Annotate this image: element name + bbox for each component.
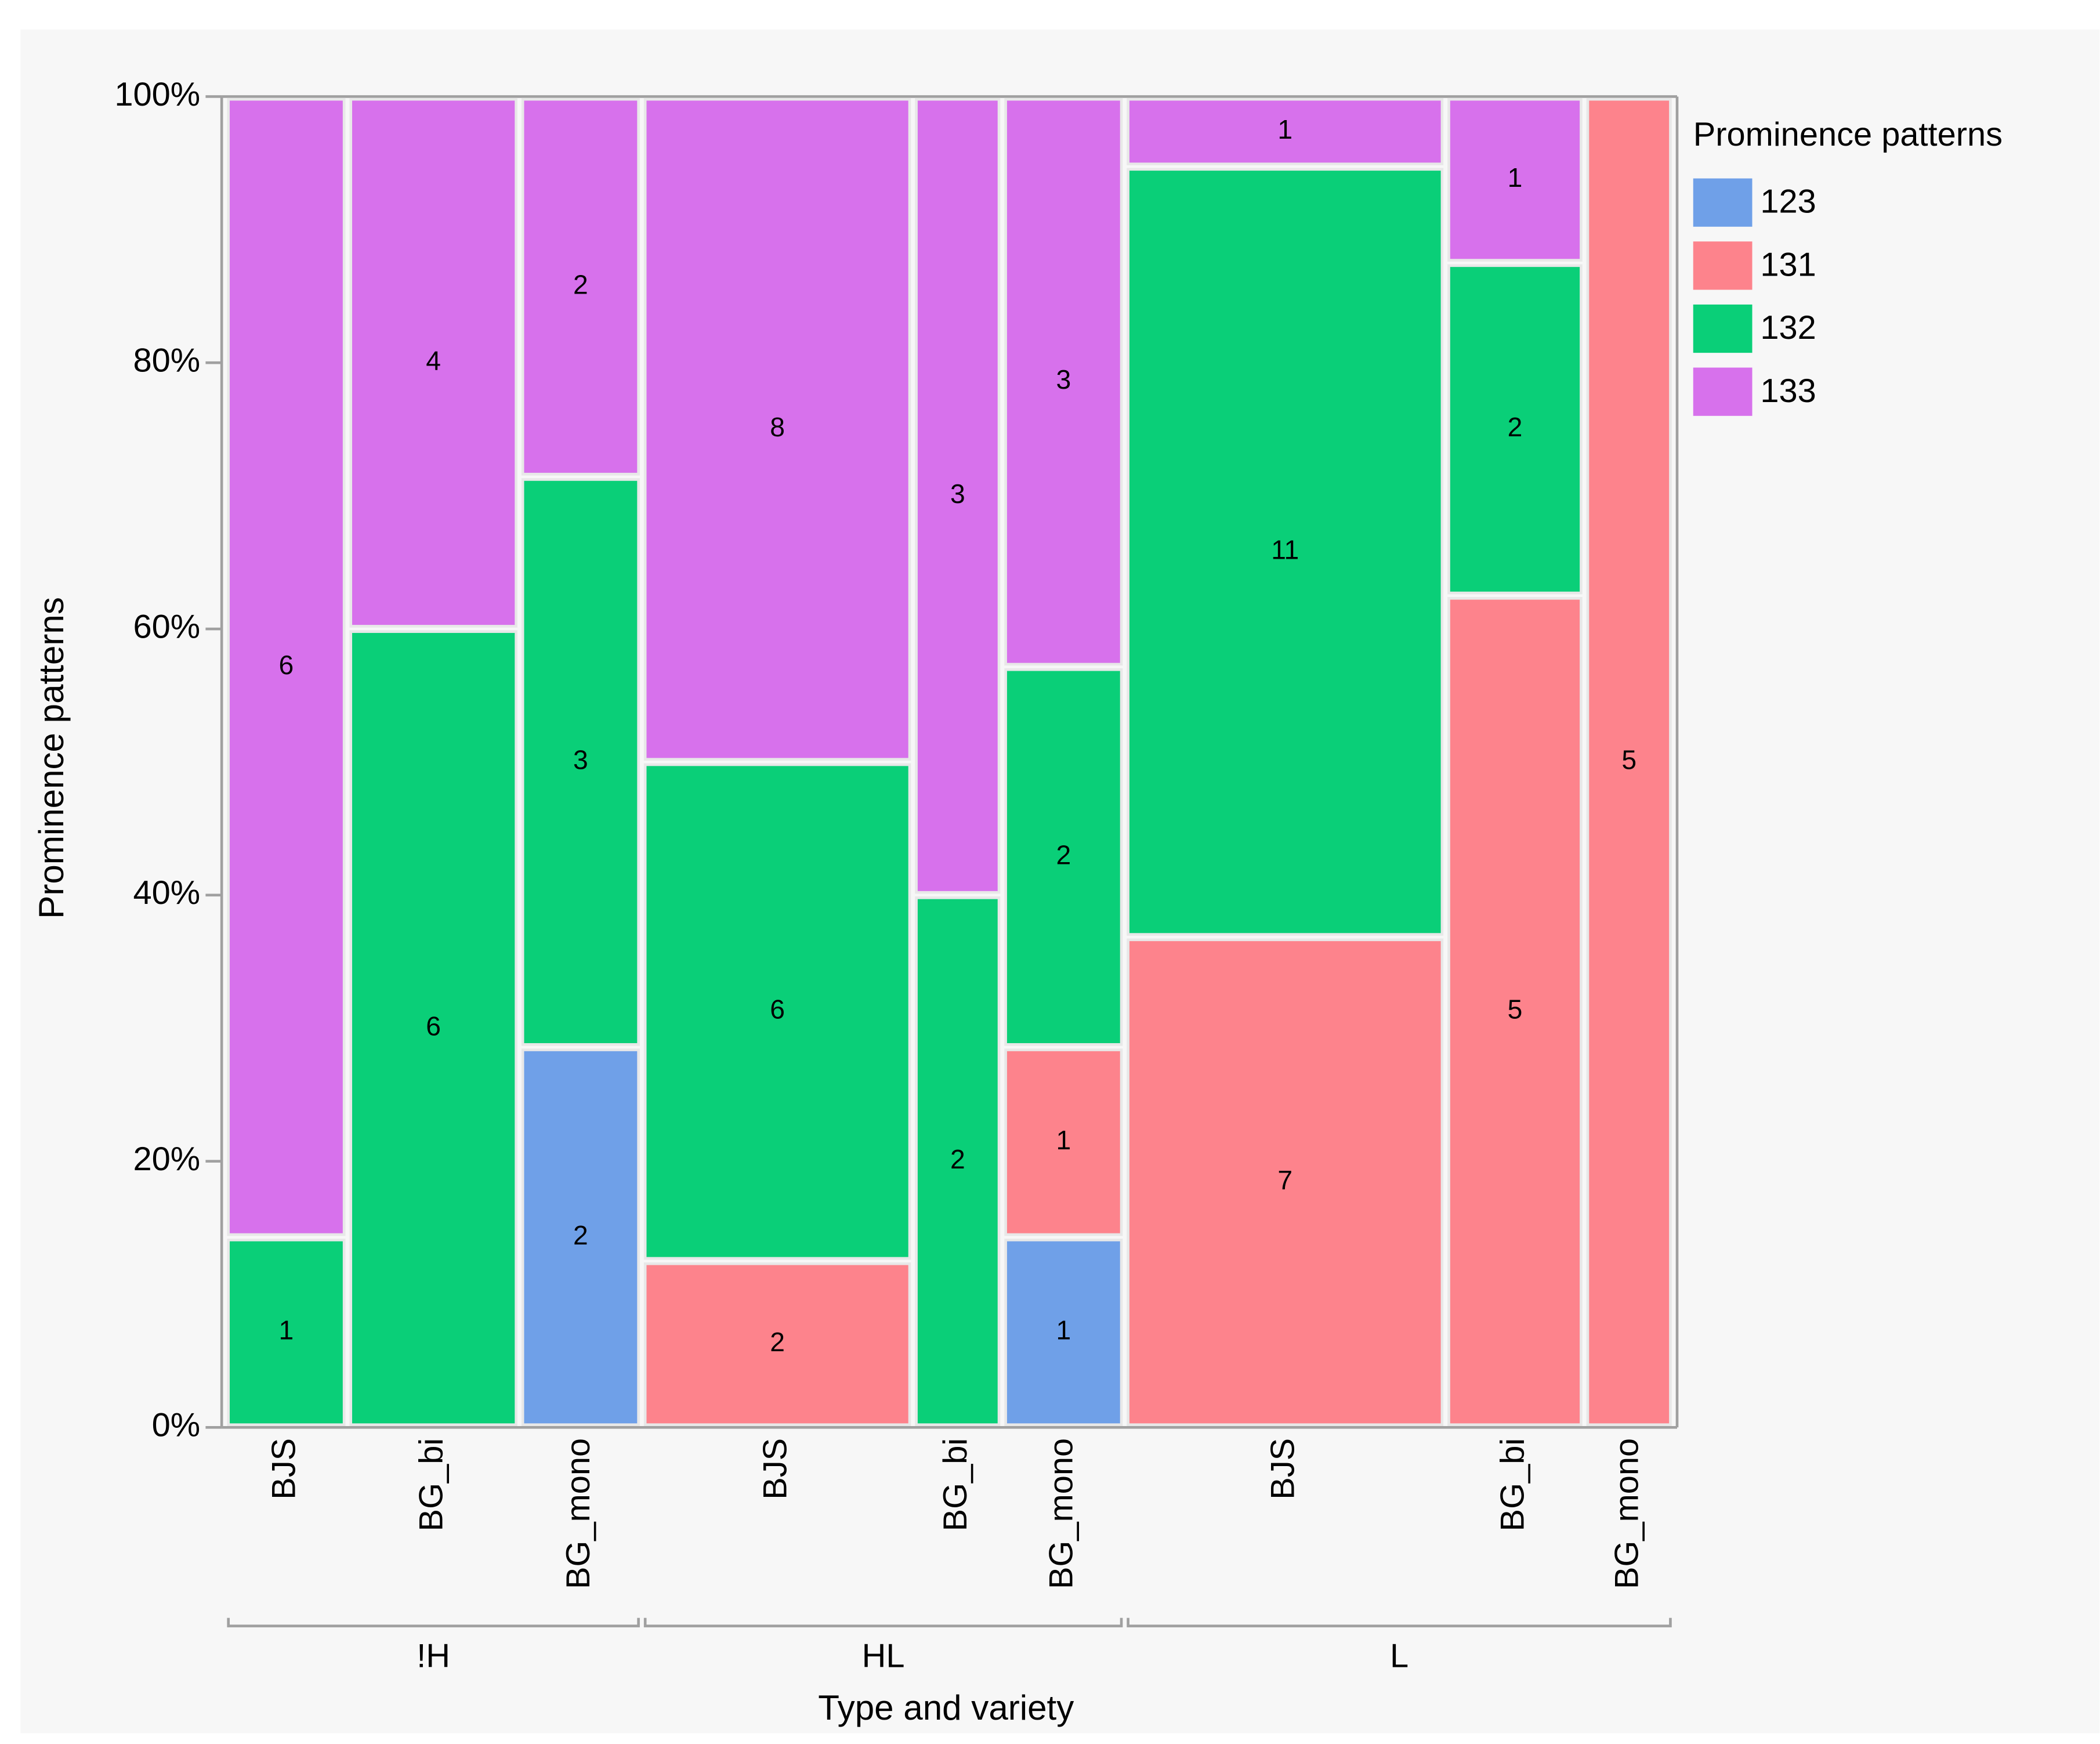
legend-swatch	[1693, 304, 1753, 353]
y-tick-label: 60%	[133, 608, 200, 645]
segment-label: 2	[1508, 412, 1523, 442]
legend-label: 131	[1760, 246, 1816, 283]
segment	[1127, 168, 1444, 936]
segment	[1004, 1238, 1123, 1426]
segment	[1004, 97, 1123, 666]
x-tick-label: BJS	[1265, 1438, 1302, 1500]
segment-label: 1	[1277, 114, 1292, 144]
segment	[643, 1262, 911, 1426]
segment	[1127, 938, 1444, 1426]
segment-label: 2	[770, 1327, 785, 1357]
segment-label: 7	[1277, 1165, 1292, 1195]
legend-label: 132	[1760, 309, 1816, 346]
segment	[349, 630, 517, 1426]
x-tick-label: BG_bi	[412, 1438, 450, 1532]
segment	[227, 1238, 346, 1426]
segment	[521, 1048, 640, 1426]
segment	[349, 97, 517, 628]
group-label: L	[1390, 1637, 1409, 1674]
segment	[1447, 596, 1583, 1426]
segment-label: 1	[279, 1315, 294, 1345]
segment	[1127, 97, 1444, 165]
segment-label: 4	[426, 345, 441, 375]
segment-label: 11	[1271, 534, 1299, 565]
segment	[1004, 668, 1123, 1046]
y-tick-label: 100%	[114, 76, 200, 113]
segment	[521, 478, 640, 1046]
segment	[643, 97, 911, 761]
x-tick-label: BG_mono	[560, 1438, 597, 1589]
group-label: HL	[862, 1637, 905, 1674]
x-tick-label: BG_mono	[1043, 1438, 1080, 1589]
legend-label: 133	[1760, 372, 1816, 410]
segment	[521, 97, 640, 476]
segment-label: 3	[573, 745, 588, 775]
segment-label: 1	[1056, 1125, 1071, 1155]
segment-label: 6	[279, 650, 294, 680]
segment-label: 5	[1621, 745, 1636, 775]
group-label: !H	[417, 1637, 450, 1674]
y-tick-label: 20%	[133, 1141, 200, 1178]
group-bracket	[1127, 1618, 1672, 1627]
legend-swatch	[1693, 178, 1753, 227]
legend-swatch	[1693, 241, 1753, 290]
x-tick-label: BG_bi	[1494, 1438, 1531, 1532]
segment	[1586, 97, 1672, 1426]
segment	[1447, 97, 1583, 262]
segment-label: 2	[1056, 840, 1071, 870]
segment-label: 2	[573, 1220, 588, 1250]
segment	[643, 763, 911, 1260]
y-tick-label: 0%	[152, 1407, 201, 1444]
segment-label: 3	[1056, 364, 1071, 395]
segment-label: 1	[1508, 162, 1523, 193]
group-bracket	[227, 1618, 640, 1627]
legend-swatch	[1693, 367, 1753, 416]
segment	[1004, 1048, 1123, 1236]
segment	[1447, 264, 1583, 595]
segment-label: 3	[950, 479, 965, 509]
segment-label: 6	[426, 1011, 441, 1041]
segment	[915, 896, 1001, 1426]
x-tick-label: BG_bi	[937, 1438, 974, 1532]
segment-label: 8	[770, 412, 785, 442]
y-tick-label: 40%	[133, 874, 200, 911]
y-axis-title: Prominence patterns	[32, 597, 71, 919]
segment-label: 1	[1056, 1315, 1071, 1345]
x-tick-label: BJS	[756, 1438, 794, 1500]
segment	[227, 97, 346, 1236]
y-tick-label: 80%	[133, 342, 200, 379]
legend-label: 123	[1760, 183, 1816, 220]
segment-label: 2	[950, 1144, 965, 1174]
x-tick-label: BJS	[266, 1438, 303, 1500]
segment-label: 5	[1508, 994, 1523, 1025]
segment-label: 6	[770, 994, 785, 1025]
x-axis-title: Type and variety	[818, 1688, 1074, 1727]
legend-title: Prominence patterns	[1693, 116, 2003, 153]
segment	[915, 97, 1001, 894]
group-bracket	[643, 1618, 1123, 1627]
x-tick-label: BG_mono	[1608, 1438, 1645, 1589]
segment-label: 2	[573, 269, 588, 299]
